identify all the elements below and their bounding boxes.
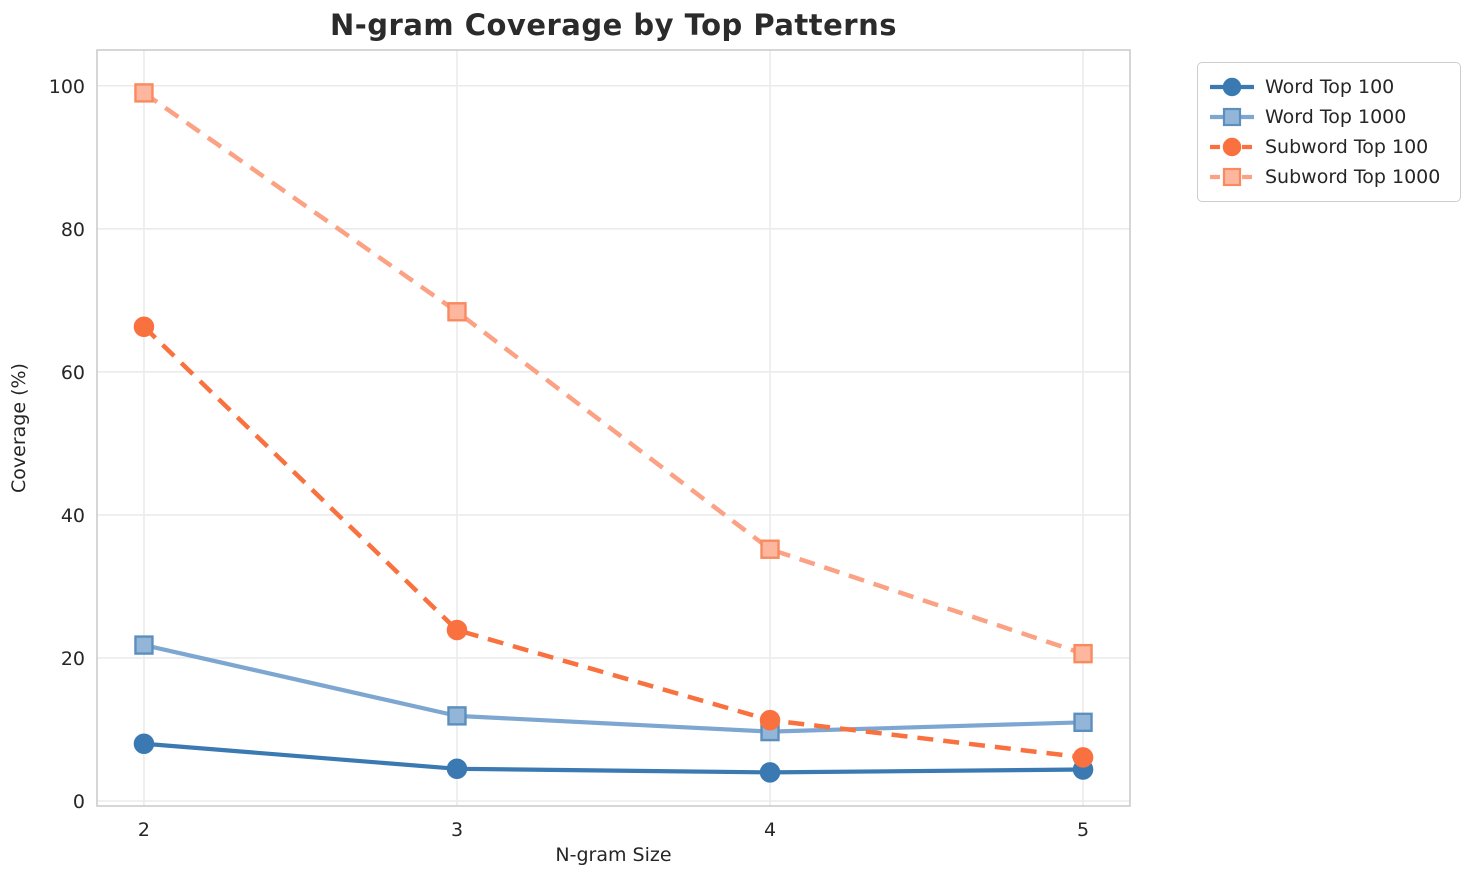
- legend-label: Word Top 1000: [1265, 106, 1407, 128]
- marker-square-word-top-1000: [1073, 712, 1093, 733]
- y-axis-label-text: Coverage (%): [8, 363, 30, 493]
- marker-square-subword-top-1000: [134, 83, 154, 103]
- chart-title: N-gram Coverage by Top Patterns: [329, 8, 898, 42]
- y-tick-label: 0: [73, 791, 85, 813]
- x-tick-label: 2: [138, 819, 150, 841]
- y-tick-label: 80: [61, 219, 85, 241]
- legend: Word Top 100 Word Top 1000 Subword Top 100…: [1197, 62, 1461, 202]
- x-tick-label: 5: [1077, 819, 1089, 841]
- series-line-word-top-100: [143, 741, 1084, 775]
- series-line-subword-top-100: [142, 325, 1084, 760]
- legend-item: Word Top 1000: [1208, 102, 1448, 132]
- legend-item: Word Top 100: [1208, 72, 1448, 102]
- x-tick-label: 4: [764, 819, 776, 841]
- legend-item: Subword Top 100: [1208, 132, 1448, 162]
- legend-label: Subword Top 1000: [1265, 166, 1441, 188]
- series-line-word-top-1000: [143, 643, 1084, 734]
- legend-marker-circle-icon: [1222, 77, 1242, 97]
- marker-square-subword-top-1000: [760, 539, 780, 559]
- x-axis-label: N-gram Size: [555, 844, 672, 866]
- y-tick-label: 60: [61, 362, 85, 384]
- legend-swatch-square-icon: [1210, 167, 1254, 187]
- legend-swatch-circle-icon: [1210, 137, 1254, 157]
- series-line-subword-top-1000: [142, 91, 1084, 656]
- legend-swatch-square-icon: [1210, 107, 1254, 127]
- plot-border: [96, 49, 1131, 807]
- legend-item: Subword Top 1000: [1208, 162, 1448, 192]
- legend-marker-square-icon: [1222, 107, 1242, 127]
- y-tick-label: 20: [61, 648, 85, 670]
- marker-circle-subword-top-100: [759, 709, 781, 731]
- legend-marker-circle-icon: [1222, 137, 1242, 157]
- marker-square-word-top-1000: [447, 706, 467, 726]
- x-tick-label: 3: [451, 819, 463, 841]
- legend-label: Subword Top 100: [1265, 136, 1429, 158]
- marker-square-word-top-1000: [134, 635, 154, 655]
- marker-square-subword-top-1000: [447, 302, 467, 322]
- marker-circle-word-top-100: [759, 762, 781, 783]
- legend-label: Word Top 100: [1265, 76, 1395, 98]
- legend-marker-square-icon: [1222, 167, 1242, 187]
- y-tick-label: 40: [61, 505, 85, 527]
- marker-circle-word-top-100: [446, 758, 468, 780]
- marker-circle-word-top-100: [133, 733, 155, 755]
- marker-circle-subword-top-100: [1072, 747, 1094, 768]
- legend-swatch-circle-icon: [1210, 77, 1254, 97]
- marker-square-subword-top-1000: [1073, 643, 1093, 664]
- marker-circle-subword-top-100: [133, 316, 155, 338]
- y-tick-label: 100: [49, 76, 85, 98]
- marker-circle-subword-top-100: [446, 619, 468, 641]
